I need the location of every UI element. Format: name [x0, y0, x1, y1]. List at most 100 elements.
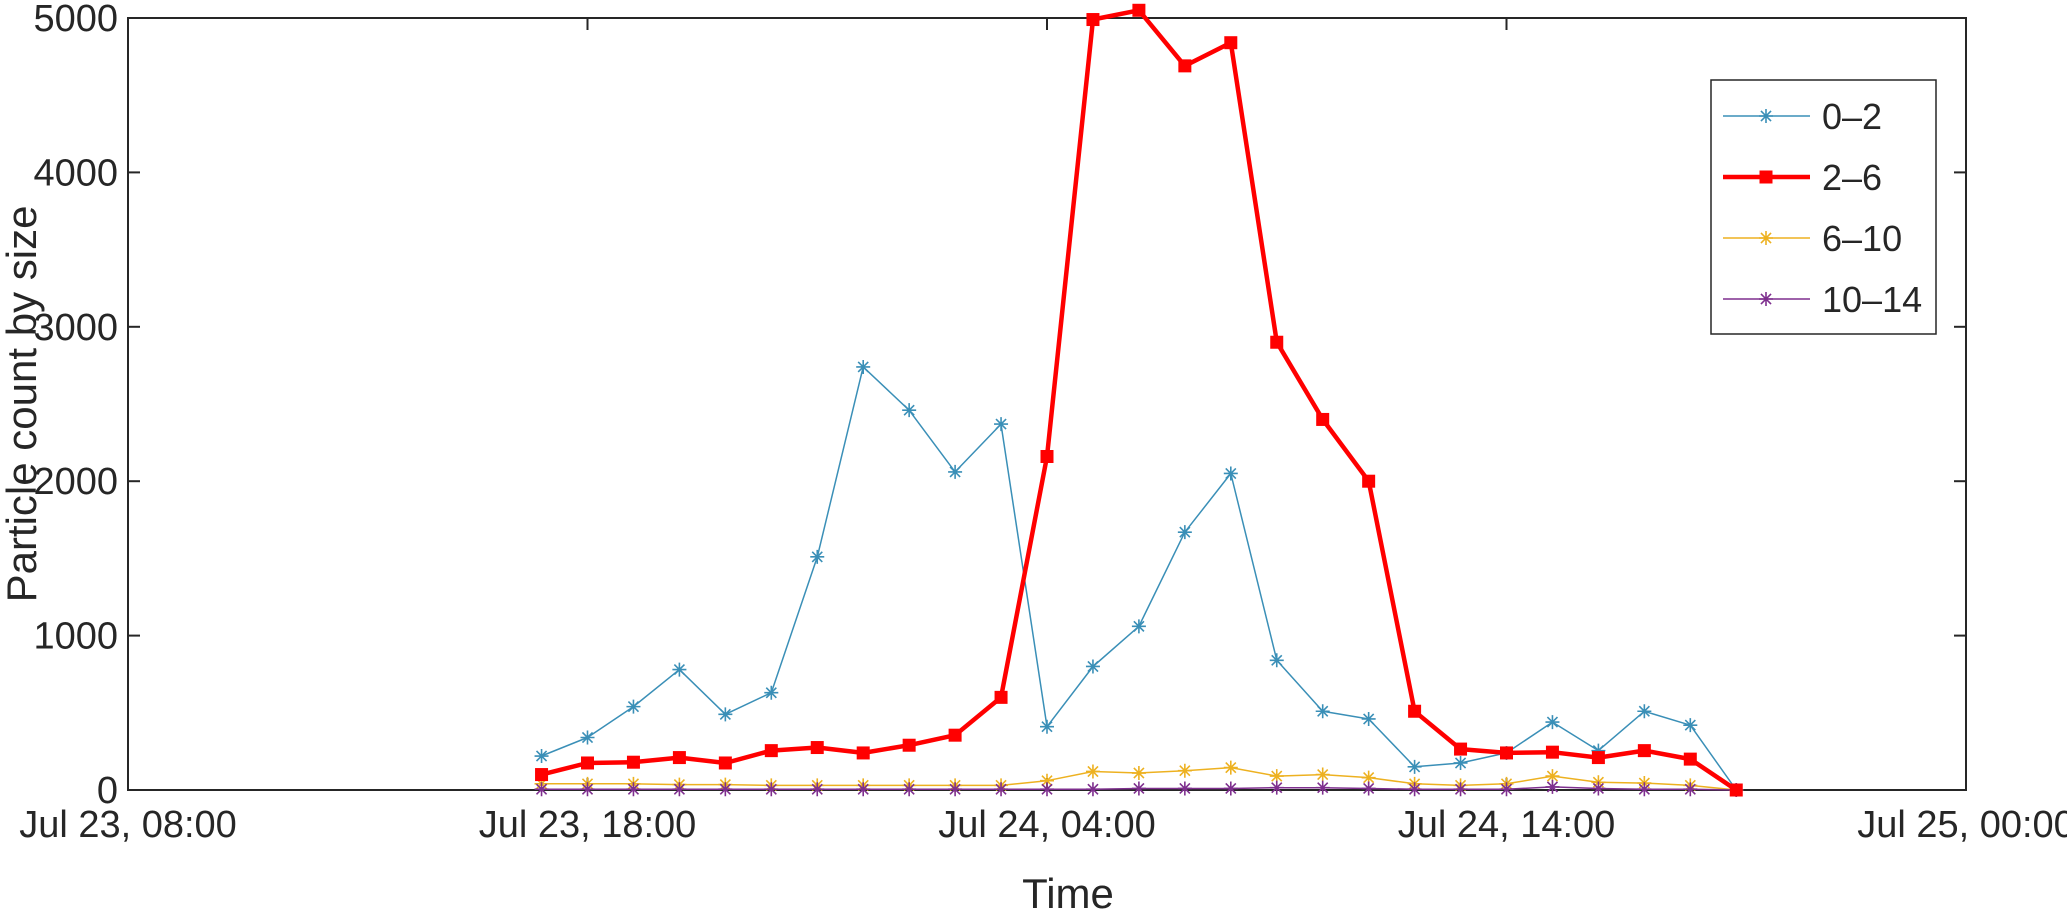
data-point [1759, 231, 1773, 245]
legend: 0–2 2–6 6–10 10–14 [1710, 79, 1937, 335]
data-point [856, 359, 871, 374]
data-point [1085, 659, 1100, 674]
data-point [810, 741, 824, 755]
data-point [581, 756, 594, 770]
data-point [580, 782, 595, 797]
data-point [1131, 766, 1146, 781]
data-point [1040, 719, 1054, 734]
legend-label: 0–2 [1822, 96, 1882, 137]
data-point [948, 464, 963, 479]
data-point [1040, 773, 1054, 788]
data-point [856, 746, 870, 760]
data-point [718, 707, 733, 722]
data-point [994, 417, 1009, 432]
data-point [1315, 704, 1330, 719]
data-point [1316, 412, 1330, 426]
y-tick-label: 4000 [33, 152, 118, 194]
data-point [948, 782, 963, 797]
series-2 [535, 3, 1743, 797]
data-point [1407, 759, 1422, 774]
data-point [764, 685, 779, 700]
data-point [1408, 704, 1422, 718]
data-point [1591, 751, 1605, 765]
data-point [1132, 3, 1146, 17]
data-point [902, 782, 917, 797]
data-point [1361, 711, 1376, 726]
data-point [810, 782, 825, 797]
data-point [1131, 619, 1146, 634]
data-point [535, 768, 549, 782]
data-point [994, 690, 1008, 704]
data-point [672, 751, 686, 765]
data-point [1759, 109, 1773, 123]
data-point [1361, 770, 1376, 785]
data-point [718, 756, 732, 770]
data-point [1637, 744, 1651, 758]
data-point [1040, 782, 1054, 797]
data-point [994, 782, 1009, 797]
data-point [1270, 335, 1284, 349]
data-point [1683, 752, 1697, 766]
x-tick-label: Jul 23, 08:00 [19, 804, 237, 846]
data-point [1362, 474, 1376, 488]
x-tick-label: Jul 23, 18:00 [479, 804, 697, 846]
data-point [672, 782, 687, 797]
data-point [902, 403, 917, 418]
data-point [1269, 769, 1284, 784]
data-point [810, 549, 825, 564]
data-point [626, 755, 640, 769]
data-point [1683, 718, 1698, 733]
y-tick-label: 1000 [33, 616, 118, 658]
data-point [1499, 782, 1514, 797]
data-point [1223, 466, 1238, 481]
data-point [948, 728, 962, 742]
data-point [856, 782, 871, 797]
data-point [1177, 781, 1192, 796]
data-point [1178, 59, 1192, 73]
data-point [1591, 781, 1606, 796]
y-tick-label: 2000 [33, 461, 118, 503]
data-point [1545, 745, 1559, 759]
data-point [1591, 743, 1606, 758]
data-point [1269, 780, 1284, 795]
data-point [764, 744, 778, 758]
data-point [626, 782, 641, 797]
data-point [1759, 170, 1773, 184]
data-point [1315, 780, 1330, 795]
legend-item: 0–2 [1723, 96, 1882, 137]
legend-label: 2–6 [1822, 157, 1882, 198]
x-axis-ticks: Jul 23, 08:00 Jul 23, 18:00 Jul 24, 04:00 J… [19, 18, 2067, 846]
data-point [1361, 781, 1376, 796]
data-point [1223, 760, 1238, 775]
series-layer [534, 3, 1744, 797]
y-tick-label: 0 [97, 770, 118, 812]
legend-box [1710, 79, 1937, 335]
data-point [1177, 763, 1192, 778]
data-point [718, 782, 733, 797]
y-tick-label: 5000 [33, 0, 118, 40]
data-point [580, 730, 595, 745]
data-point [1177, 525, 1192, 540]
data-point [1545, 779, 1560, 794]
data-point [1637, 704, 1652, 719]
data-point [1500, 746, 1513, 760]
legend-item: 6–10 [1723, 218, 1902, 259]
data-point [1315, 767, 1330, 782]
legend-item: 10–14 [1723, 279, 1922, 320]
x-tick-label: Jul 24, 04:00 [938, 804, 1156, 846]
data-point [1454, 742, 1468, 756]
x-tick-label: Jul 25, 00:00 [1857, 804, 2067, 846]
legend-item: 2–6 [1723, 157, 1882, 198]
y-axis-title: Particle count by size [0, 206, 45, 603]
legend-label: 10–14 [1822, 279, 1922, 320]
data-point [1545, 715, 1560, 730]
data-point [1545, 769, 1560, 784]
data-point [1729, 783, 1743, 797]
plot-area [127, 17, 1967, 791]
data-point [764, 782, 779, 797]
x-axis-title: Time [1022, 870, 1114, 917]
data-point [534, 782, 549, 797]
data-point [1637, 782, 1652, 797]
data-point [1759, 292, 1773, 306]
